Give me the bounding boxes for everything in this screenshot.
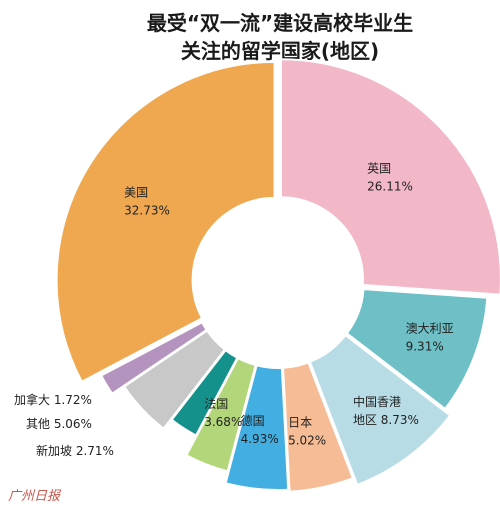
slice-label-7: 其他 5.06% [26, 417, 92, 431]
pie-slice-2 [308, 333, 452, 487]
slice-label-5-line-1: 3.68% [204, 415, 242, 429]
pie-slice-8 [99, 320, 208, 396]
donut-hole [197, 201, 359, 363]
slice-label-9-line-0: 美国 [124, 185, 148, 199]
slice-label-1-line-0: 澳大利亚 [406, 322, 454, 336]
slice-label-8: 加拿大 1.72% [14, 392, 92, 407]
slice-label-4-line-0: 德国 [241, 413, 265, 428]
slice-label-3-line-0: 日本 [288, 416, 312, 430]
slice-label-6: 新加坡 2.71% [36, 443, 114, 458]
pie-slices [55, 58, 500, 493]
slice-label-3-line-1: 5.02% [288, 434, 326, 448]
slice-label-4-line-1: 4.93% [241, 432, 279, 446]
pie-slice-1 [345, 288, 489, 411]
pie-slice-3 [282, 361, 355, 493]
chart-title-line-1: 最受“双一流”建设高校毕业生 [147, 11, 413, 35]
slice-label-2-line-0: 中国香港 [353, 394, 401, 409]
watermark-logo: 广州日报 [8, 489, 62, 504]
pie-slice-9 [55, 60, 276, 384]
slice-label-0-line-0: 英国 [367, 161, 391, 175]
slice-label-9-line-1: 32.73% [124, 203, 170, 217]
slice-label-2-line-1: 地区 8.73% [353, 413, 419, 427]
slice-label-1-line-1: 9.31% [406, 340, 444, 354]
slice-label-5-line-0: 法国 [204, 397, 228, 411]
slice-label-0-line-1: 26.11% [367, 179, 413, 193]
pie-slice-0 [279, 58, 500, 296]
pie-slice-4 [224, 364, 290, 491]
